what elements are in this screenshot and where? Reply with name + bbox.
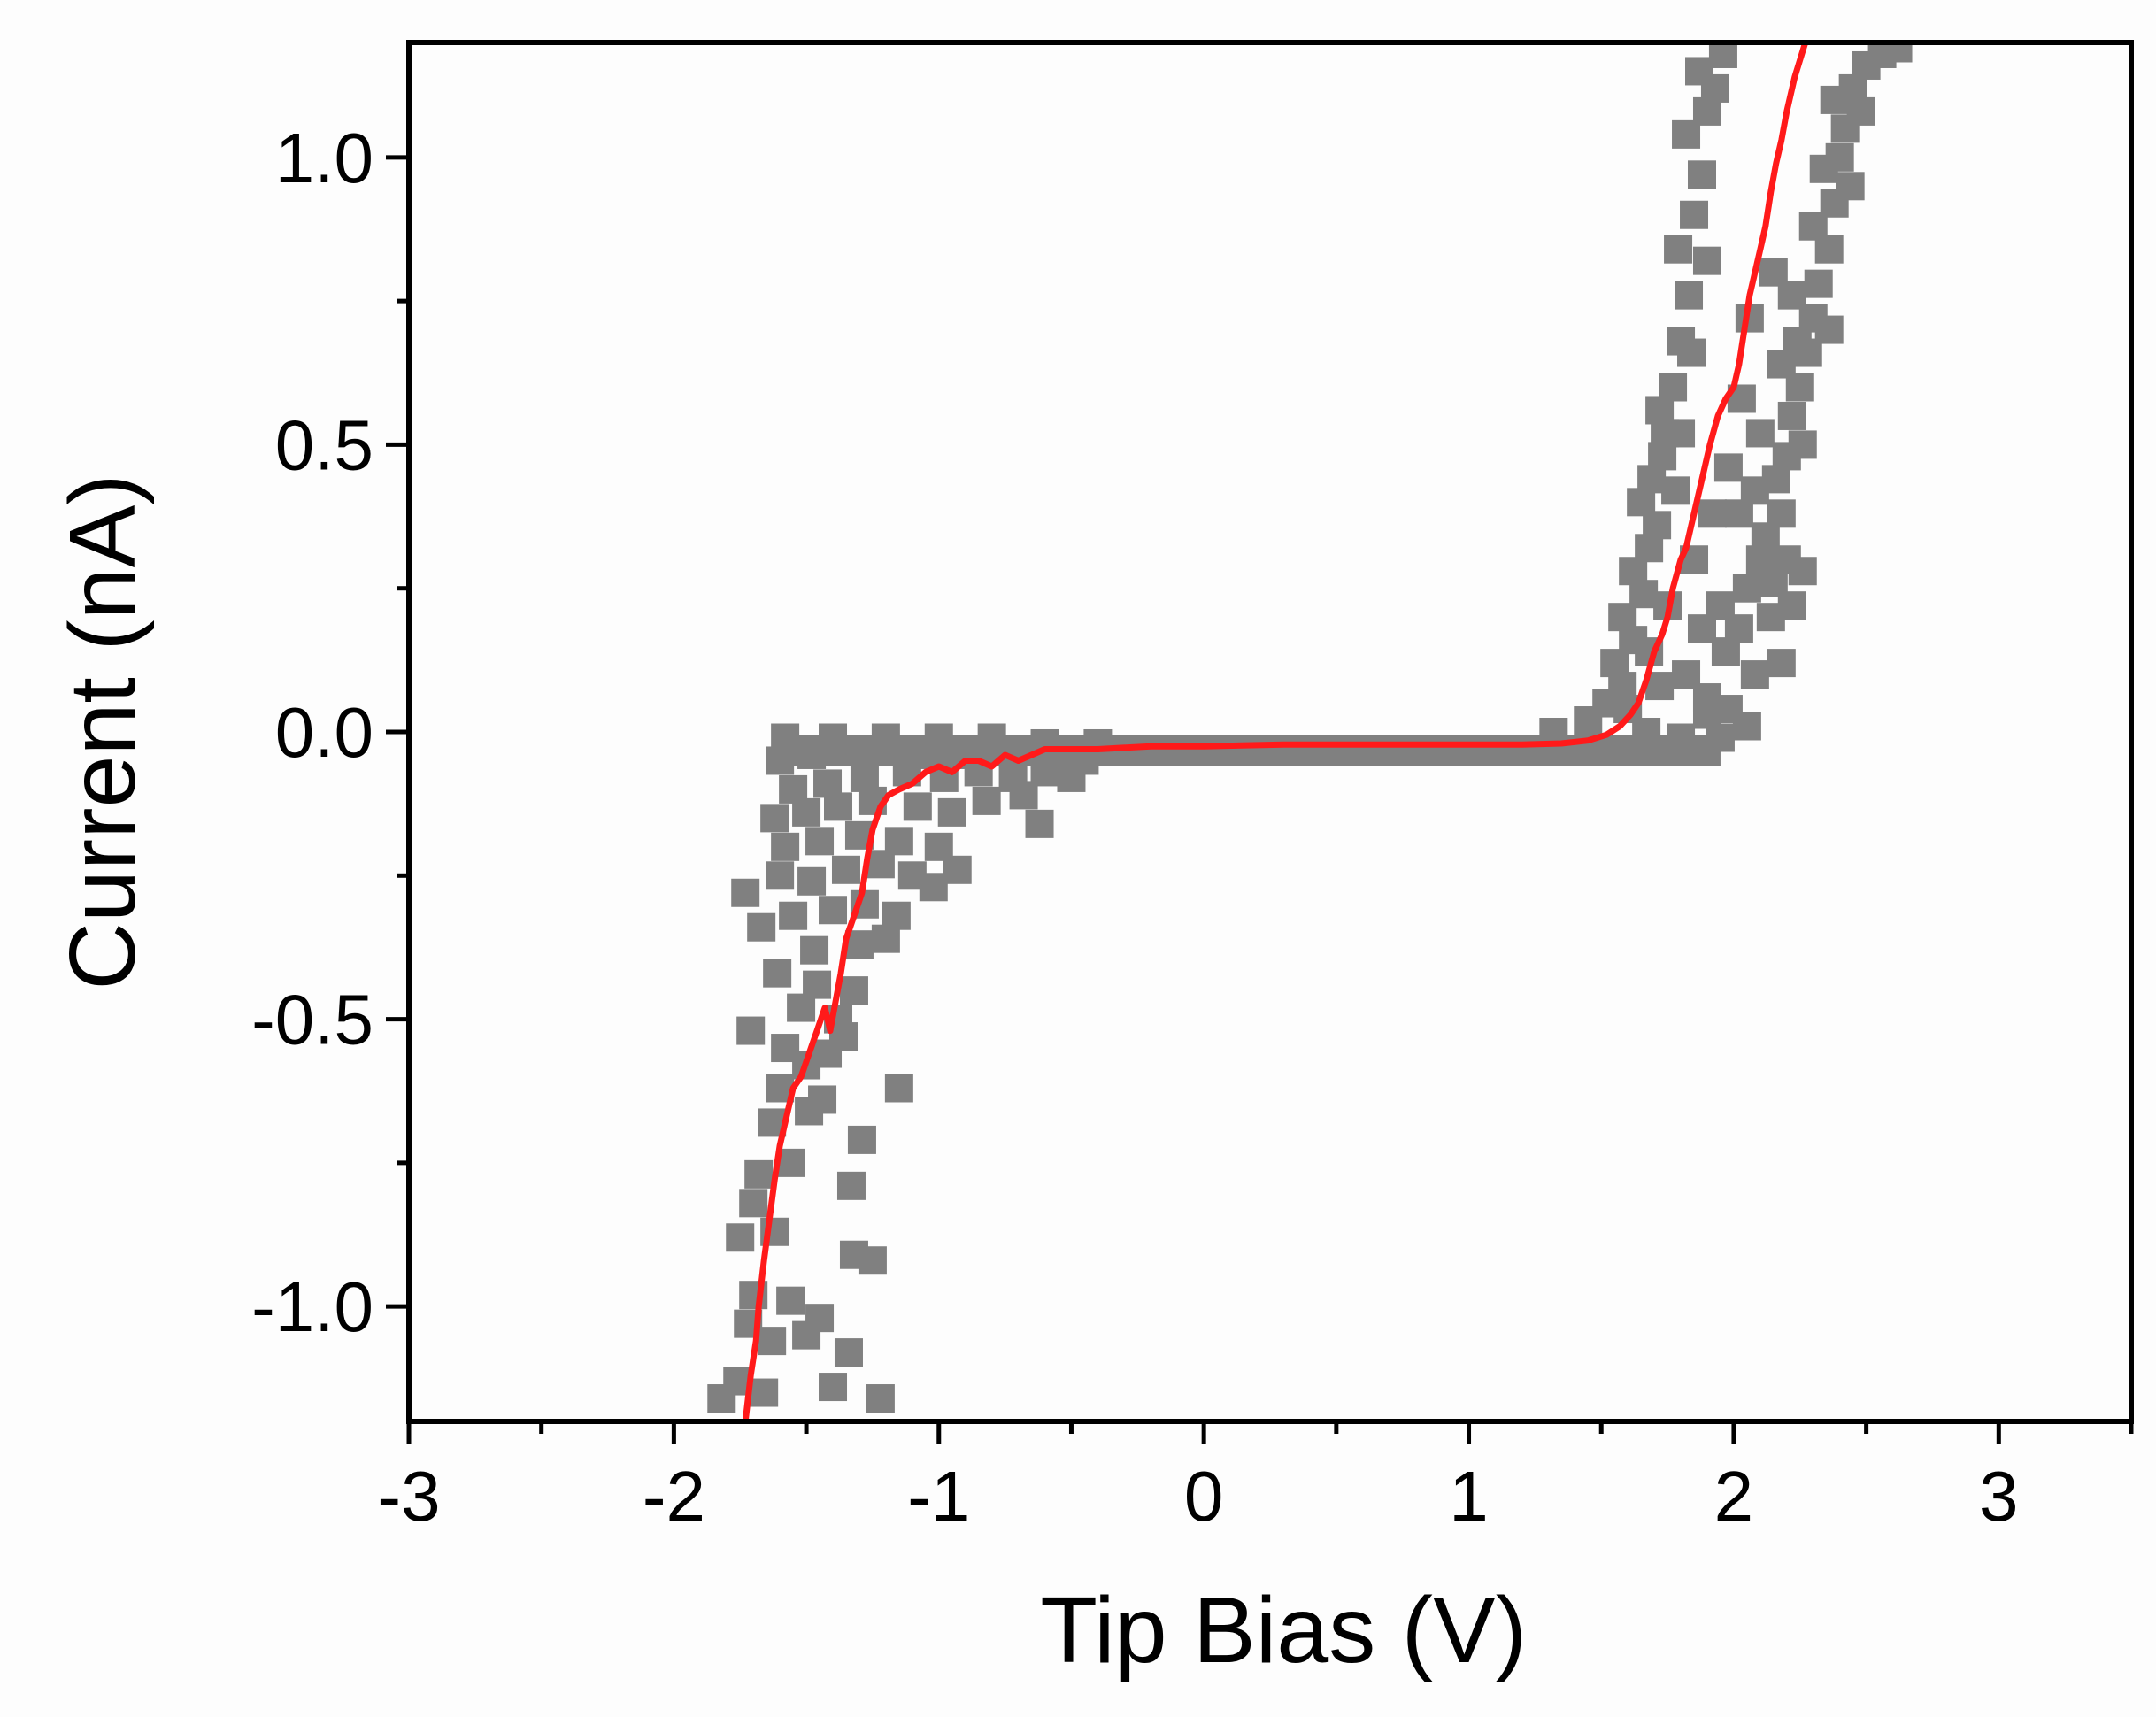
scatter-point (1740, 660, 1769, 689)
scatter-point (771, 832, 800, 861)
scatter-point (884, 827, 913, 856)
scatter-plateau-band (774, 735, 1721, 766)
scatter-point (736, 1016, 766, 1045)
x-tick-label: -2 (643, 1457, 705, 1536)
scatter-point (1846, 96, 1875, 126)
y-axis-title: Current (nA) (50, 474, 155, 989)
scatter-point (1767, 499, 1796, 528)
scatter-point (1680, 200, 1709, 229)
scatter-point (836, 1171, 866, 1200)
scatter-point (819, 896, 848, 925)
scatter-point (1692, 246, 1721, 275)
scatter-point (1732, 574, 1761, 603)
scatter-point (1713, 695, 1743, 724)
y-tick-label: 1.0 (275, 119, 373, 197)
scatter-point (813, 769, 843, 798)
scatter-point (937, 797, 966, 827)
y-axis: -1.0 -0.5 0.0 0.5 1.0 (251, 119, 409, 1346)
scatter-point (726, 1223, 755, 1252)
scatter-point (797, 866, 827, 896)
scatter-point (866, 1384, 895, 1413)
x-tick-label: 0 (1184, 1457, 1224, 1536)
scatter-point (747, 912, 776, 942)
scatter-point (1825, 142, 1854, 172)
scatter-point (1836, 172, 1865, 201)
scatter-point (850, 763, 879, 792)
scatter-point (831, 855, 860, 884)
y-tick-label: 0.0 (275, 693, 373, 772)
scatter-point (1804, 269, 1833, 298)
x-axis-title: Tip Bias (V) (1040, 1578, 1527, 1682)
scatter-point (834, 1338, 863, 1367)
scatter-point (1713, 453, 1743, 482)
scatter-point (1814, 315, 1844, 344)
x-tick-label: -3 (377, 1457, 440, 1536)
x-tick-label: 3 (1979, 1457, 2019, 1536)
scatter-point (803, 970, 832, 999)
scatter-point (1783, 327, 1812, 356)
scatter-point (1767, 649, 1796, 678)
scatter-point (858, 1246, 887, 1275)
scatter-point (919, 873, 948, 902)
scatter-point (808, 1085, 837, 1114)
scatter-point (839, 976, 868, 1005)
scatter-point (779, 901, 808, 930)
scatter-point (1708, 42, 1737, 68)
scatter-point (1788, 430, 1817, 459)
scatter-point (1659, 373, 1688, 402)
average-iv-line (742, 42, 1809, 1421)
average-curve-series (742, 42, 1809, 1421)
scatter-point (819, 1373, 848, 1402)
scatter-point (903, 792, 932, 821)
y-tick-label: -1.0 (251, 1267, 373, 1346)
scatter-point (744, 1159, 774, 1189)
scatter-point (1777, 591, 1806, 620)
scatter-point (766, 861, 795, 890)
scatter-point (1661, 476, 1690, 505)
scatter-point (805, 1304, 835, 1333)
x-tick-label: 2 (1714, 1457, 1754, 1536)
scatter-point (1698, 499, 1727, 528)
scatter-point (779, 774, 808, 804)
scatter-point (731, 878, 760, 907)
x-tick-label: 1 (1449, 1457, 1489, 1536)
scatter-point (884, 1074, 913, 1103)
y-tick-label: 0.5 (275, 405, 373, 484)
scatter-point (1025, 809, 1054, 838)
scatter-point (1700, 73, 1729, 103)
x-tick-label: -1 (907, 1457, 970, 1536)
scatter-point (1759, 258, 1788, 287)
scatter-point (1745, 419, 1775, 448)
scatter-point (758, 1327, 787, 1356)
scatter-point (1667, 419, 1696, 448)
scatter-point (972, 786, 1001, 815)
scatter-point (924, 832, 953, 861)
scatter-point (1687, 614, 1716, 643)
scatter-point (1777, 401, 1806, 430)
scatter-point (1664, 235, 1693, 264)
scatter-point (750, 1378, 779, 1407)
scatter-point (847, 1125, 876, 1154)
scatter-point (882, 901, 911, 930)
scatter-point (776, 1286, 805, 1315)
scatter-point (760, 804, 789, 833)
scatter-point (739, 1189, 768, 1218)
scatter-point (998, 763, 1028, 792)
scatter-point (1675, 281, 1704, 310)
scatter-point (1687, 160, 1716, 189)
scatter-point (805, 827, 835, 856)
scatter-point (1883, 42, 1913, 63)
y-tick-label: -0.5 (251, 981, 373, 1059)
scatter-point (800, 935, 829, 965)
x-axis: -3 -2 -1 0 1 2 3 (377, 1421, 2134, 1536)
scatter-point (763, 959, 792, 988)
scatter-point (1788, 557, 1817, 586)
scatter-point (1677, 338, 1706, 367)
